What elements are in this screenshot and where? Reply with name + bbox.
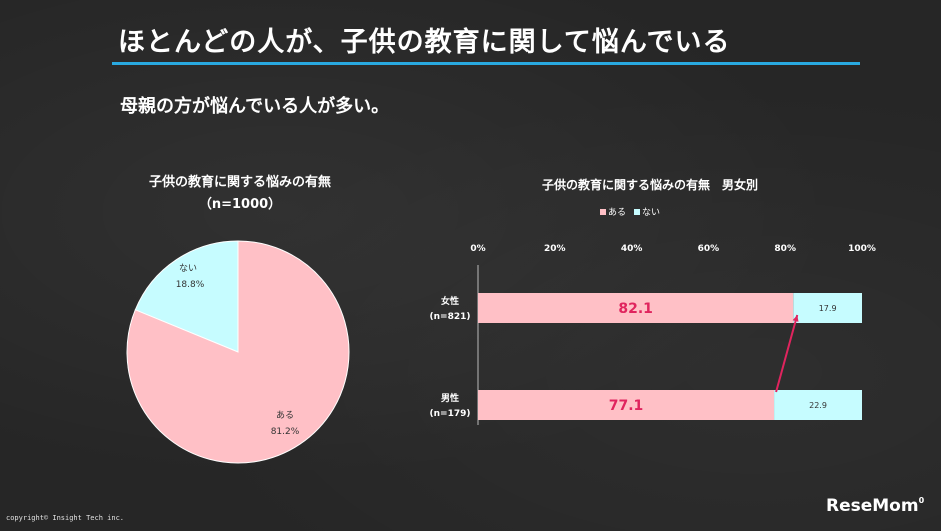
- legend-label-aru: ある: [608, 208, 627, 218]
- category-label: 女性: [441, 295, 459, 307]
- x-tick-label: 80%: [774, 244, 796, 254]
- title-underline: [112, 62, 860, 65]
- x-tick-label: 60%: [698, 244, 720, 254]
- pie-slice-value: 18.8%: [176, 280, 205, 290]
- bar-value-label: 22.9: [809, 401, 827, 410]
- bar-value-label: 77.1: [609, 398, 644, 414]
- bar-value-label: 17.9: [819, 304, 837, 313]
- x-tick-label: 0%: [470, 244, 485, 254]
- pie-title-line1: 子供の教育に関する悩みの有無: [148, 175, 331, 190]
- legend-swatch-aru: [600, 208, 606, 215]
- category-n-label: (n=179): [430, 409, 471, 419]
- pie-slice-label: ない: [179, 263, 197, 274]
- x-tick-label: 20%: [544, 244, 566, 254]
- bar-segment-nai: [774, 390, 862, 420]
- x-tick-label: 100%: [848, 244, 876, 254]
- pie-slice-nai: [134, 240, 239, 353]
- page-number: 0: [918, 496, 925, 505]
- comparison-arrow: [775, 314, 799, 393]
- pie-slice-value: 81.2%: [271, 427, 300, 437]
- logo-text: ReseMom: [826, 496, 919, 516]
- x-tick-label: 40%: [621, 244, 643, 254]
- bar-segment-aru: [478, 293, 794, 323]
- bar-chart-title: 子供の教育に関する悩みの有無 男女別: [541, 178, 758, 192]
- pie-chart-title: 子供の教育に関する悩みの有無 （n=1000）: [120, 172, 360, 216]
- bar-value-label: 82.1: [618, 301, 653, 317]
- bar-chart: 0% 20% 40% 60% 80% 100% 女性 (n=821) 82.1 17.9 男性 (n=…: [430, 244, 876, 425]
- legend-item-nai: ない: [634, 205, 660, 218]
- pie-slice-aru: [126, 240, 350, 464]
- category-n-label: (n=821): [430, 312, 471, 322]
- resemom-logo: ReseMom0: [826, 496, 924, 516]
- pie-slice-label: ある: [276, 410, 294, 421]
- bar-segment-nai: [793, 293, 862, 323]
- page-title: ほとんどの人が、子供の教育に関して悩んでいる: [118, 27, 731, 58]
- pie-title-line2: （n=1000）: [198, 197, 282, 212]
- page-subtitle: 母親の方が悩んでいる人が多い。: [120, 96, 390, 117]
- pie-chart: ない 18.8% ある 81.2%: [126, 240, 350, 464]
- copyright-text: copyright© Insight Tech inc.: [6, 514, 125, 522]
- legend-item-aru: ある: [600, 205, 626, 218]
- category-label: 男性: [441, 392, 459, 404]
- legend-label-nai: ない: [642, 208, 661, 218]
- bar-chart-legend: ある ない: [600, 205, 660, 218]
- legend-swatch-nai: [634, 208, 641, 215]
- comparison-arrowhead: [792, 315, 799, 322]
- bar-segment-aru: [478, 390, 775, 420]
